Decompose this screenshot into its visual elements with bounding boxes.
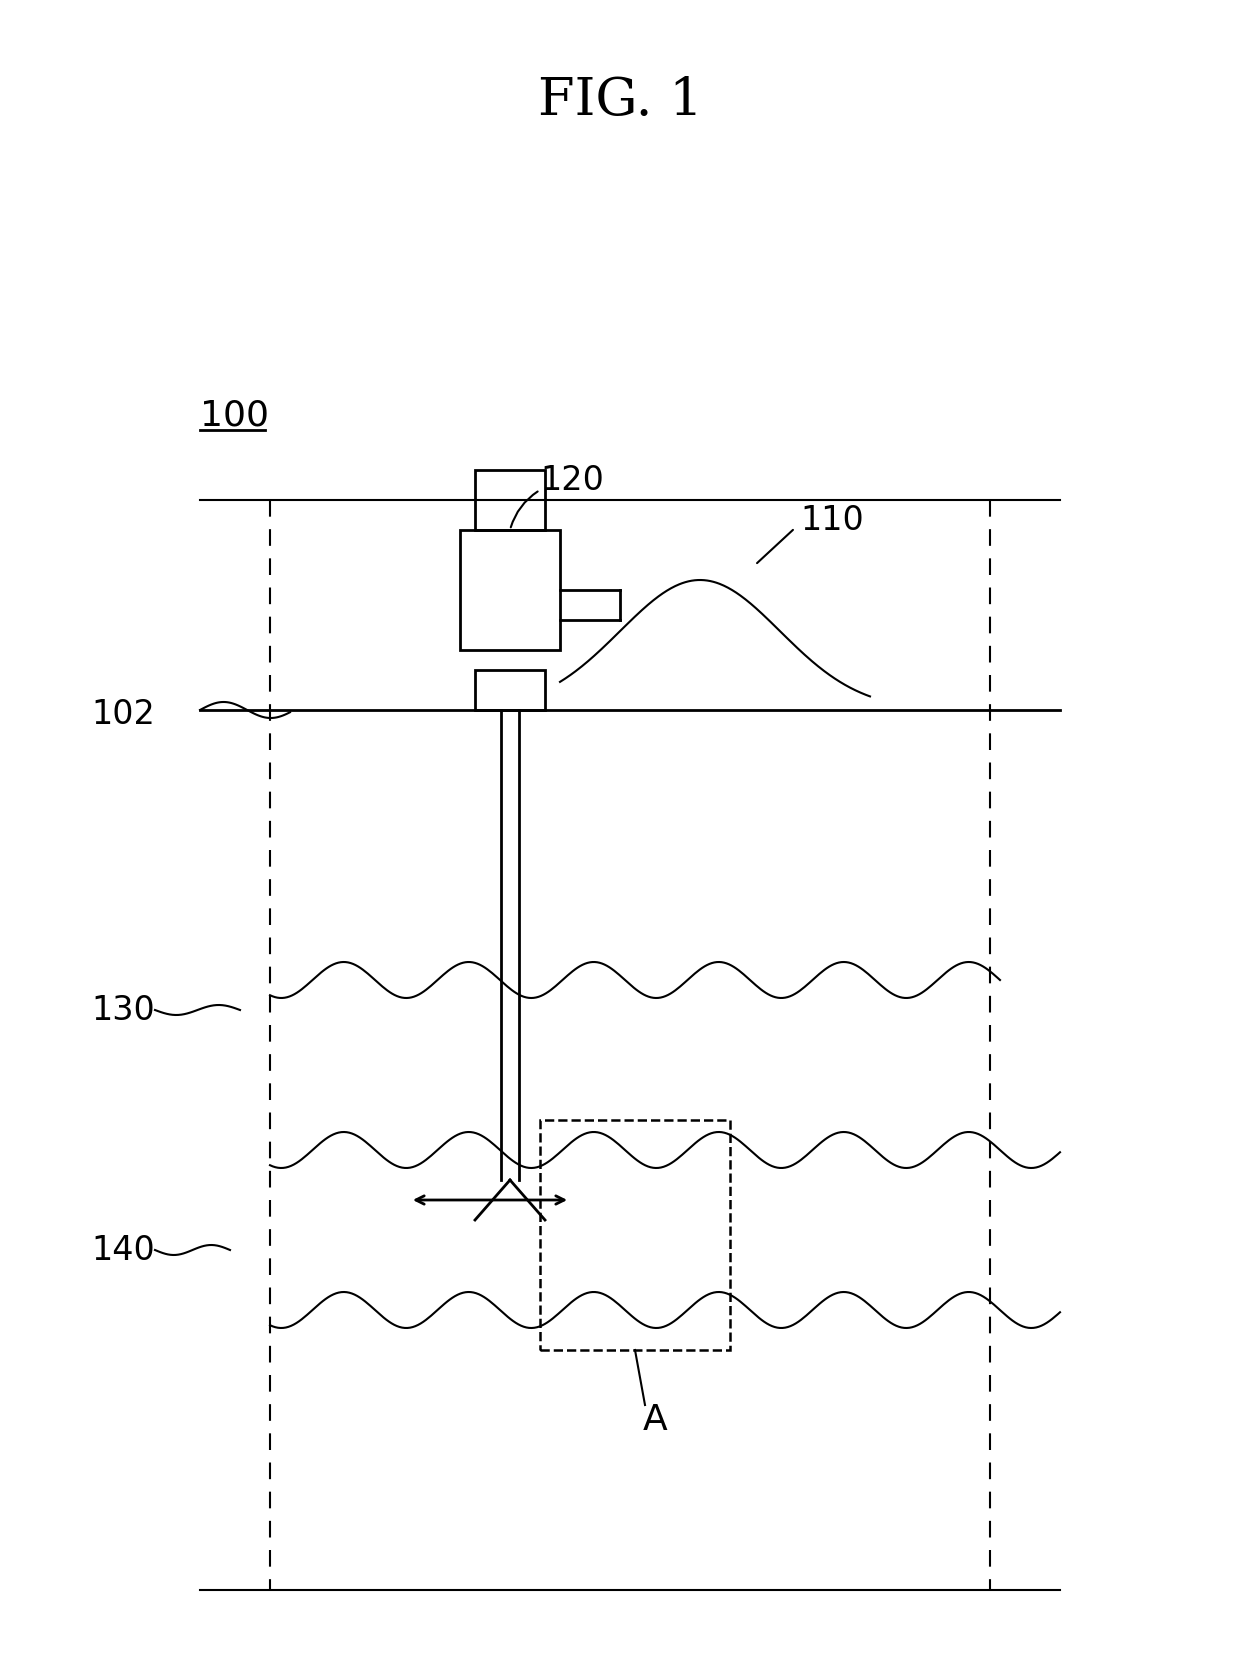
Bar bbox=[475, 670, 546, 710]
Bar bbox=[539, 1119, 730, 1351]
Text: 100: 100 bbox=[200, 398, 269, 431]
Text: 140: 140 bbox=[92, 1233, 155, 1267]
Bar bbox=[460, 530, 560, 649]
Bar bbox=[475, 470, 546, 530]
Text: 110: 110 bbox=[800, 503, 864, 537]
Text: 102: 102 bbox=[91, 698, 155, 732]
Text: FIG. 1: FIG. 1 bbox=[538, 74, 702, 126]
Text: 130: 130 bbox=[92, 993, 155, 1027]
Text: 120: 120 bbox=[539, 463, 604, 497]
Text: A: A bbox=[642, 1403, 667, 1436]
